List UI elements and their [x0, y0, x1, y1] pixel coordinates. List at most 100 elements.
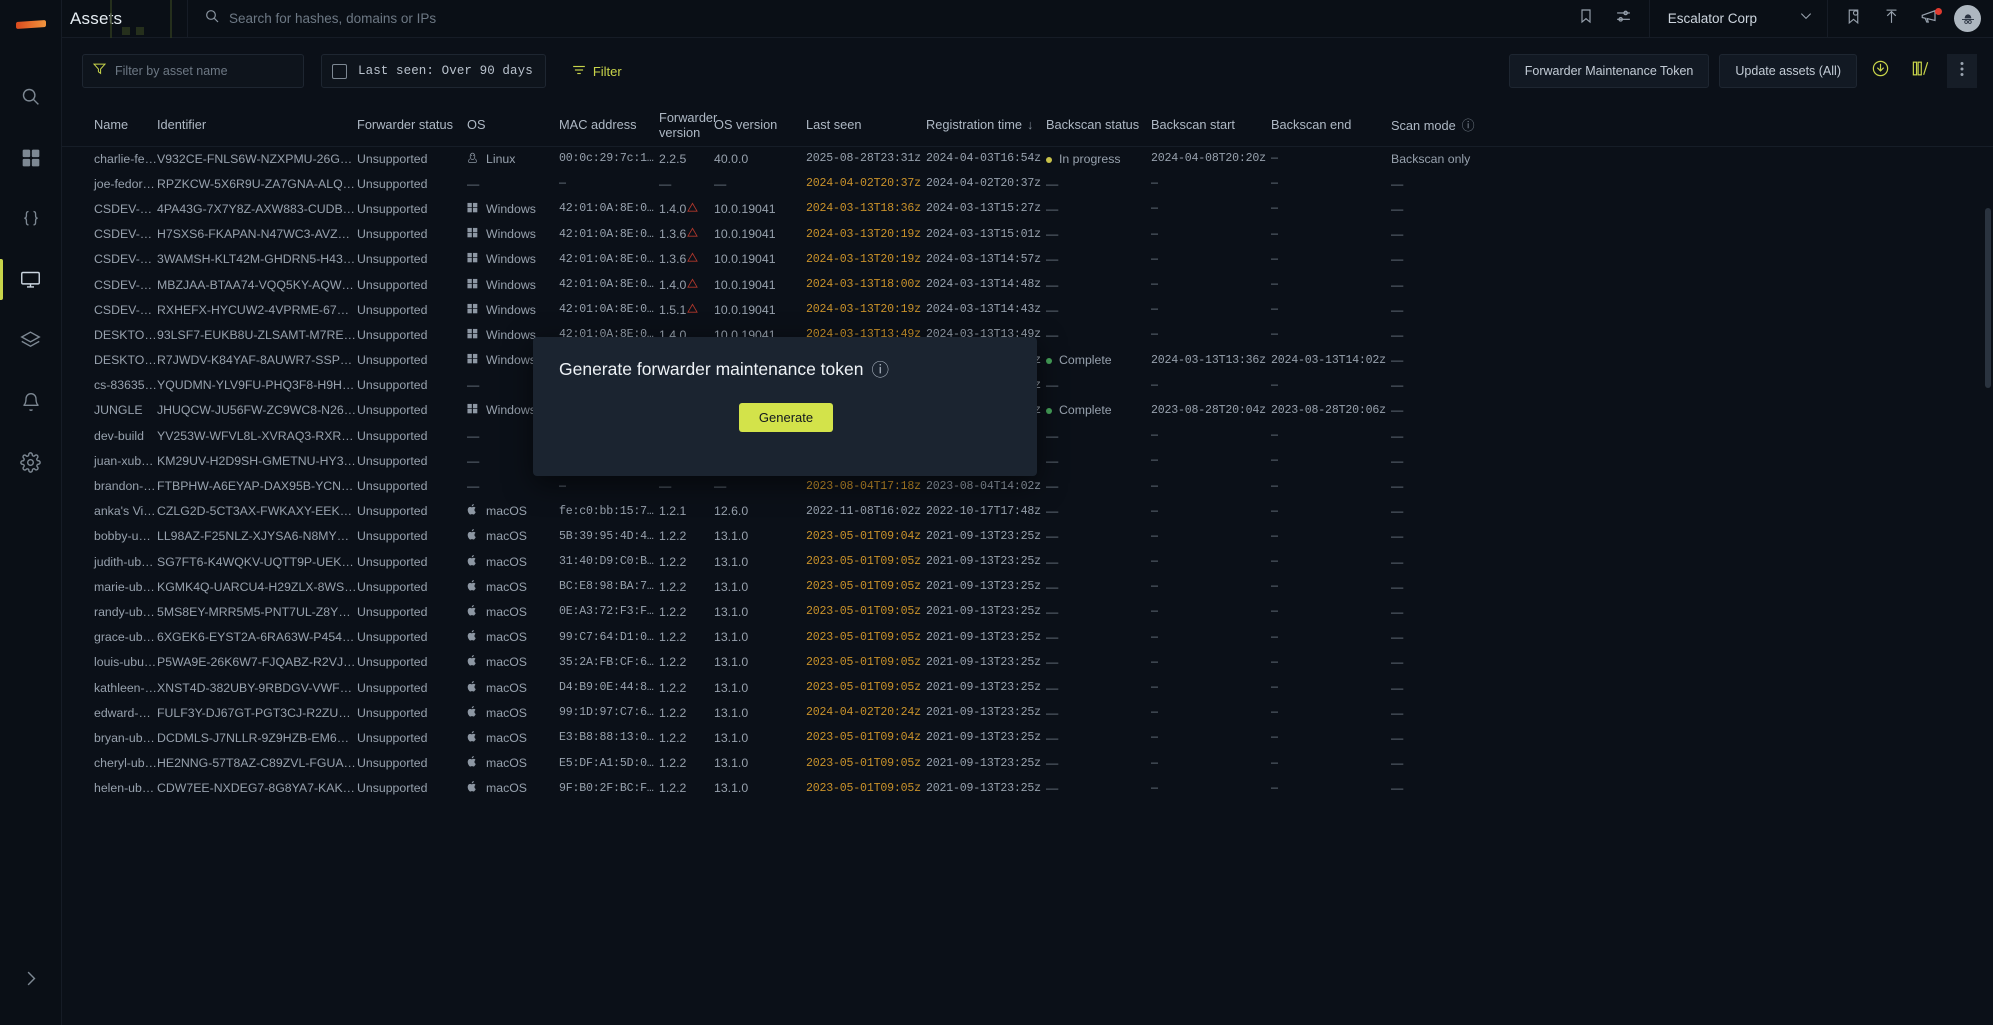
- col-header-backscan-start[interactable]: Backscan start: [1151, 104, 1271, 147]
- col-header-backscan-status[interactable]: Backscan status: [1046, 104, 1151, 147]
- saved-searches-button[interactable]: [1834, 0, 1872, 38]
- cell-name[interactable]: bobby-ubuntu: [94, 529, 157, 544]
- table-row[interactable]: JUNGLE JHUQCW-JU56FW-ZC9WC8-N2655HLNUnsup…: [62, 398, 1993, 423]
- table-row[interactable]: CSDEV-WEBINAR1RXHEFX-HYCUW2-4VPRME-67R5F…: [62, 297, 1993, 322]
- cell-name[interactable]: DESKTOP-SAFSI…: [94, 327, 157, 342]
- cell-name[interactable]: brandon-xubuntu: [94, 479, 157, 494]
- col-header-backscan-end[interactable]: Backscan end: [1271, 104, 1391, 147]
- last-seen-checkbox[interactable]: [332, 63, 347, 79]
- cell-name[interactable]: anka's Virtual Ma…: [94, 504, 157, 519]
- col-header-name[interactable]: Name: [62, 104, 157, 147]
- table-row[interactable]: edward-ubuntuFULF3Y-DJ67GT-PGT3CJ-R2ZU5B…: [62, 700, 1993, 725]
- warning-icon[interactable]: [686, 278, 698, 292]
- asset-name-filter[interactable]: [82, 54, 304, 88]
- table-row[interactable]: CSDEV-WEBINAR2MBZJAA-BTAA74-VQQ5KY-AQWZJ…: [62, 272, 1993, 297]
- cell-name[interactable]: marie-ubuntu: [94, 579, 157, 594]
- info-icon[interactable]: ⓘ: [1461, 118, 1475, 134]
- cell-name[interactable]: CSDEV-WEBINAR4: [94, 227, 157, 242]
- upload-button[interactable]: [1872, 0, 1910, 38]
- warning-icon[interactable]: [686, 252, 698, 266]
- cell-name[interactable]: bryan-ubuntu: [94, 730, 157, 745]
- update-assets-button[interactable]: Update assets (All): [1719, 54, 1857, 88]
- app-logo[interactable]: [0, 0, 62, 48]
- cell-name[interactable]: DESKTOP-SAFSI…: [94, 353, 157, 368]
- sidebar-item-alerts[interactable]: [0, 371, 62, 432]
- cell-name[interactable]: charlie-fedora: [94, 151, 157, 166]
- filter-button[interactable]: Filter: [572, 63, 622, 80]
- table-row[interactable]: marie-ubuntuKGMK4Q-UARCU4-H29ZLX-8WS9BMP…: [62, 574, 1993, 599]
- sidebar-item-rules[interactable]: [0, 188, 62, 249]
- table-row[interactable]: grace-ubuntu6XGEK6-EYST2A-6RA63W-P454XJA…: [62, 625, 1993, 650]
- columns-button[interactable]: [1903, 54, 1937, 88]
- global-search[interactable]: [188, 8, 748, 29]
- cell-name[interactable]: CSDEV-WEBINAR1: [94, 302, 157, 317]
- forwarder-maintenance-token-button[interactable]: Forwarder Maintenance Token: [1508, 54, 1710, 88]
- table-row[interactable]: CSDEV-WEBINAR54PA43G-7X7Y8Z-AXW883-CUDBP…: [62, 196, 1993, 221]
- sidebar-item-assets[interactable]: [0, 249, 62, 310]
- search-input[interactable]: [229, 11, 709, 26]
- cell-name[interactable]: louis-ubuntu: [94, 655, 157, 670]
- warning-icon[interactable]: [686, 202, 698, 216]
- download-button[interactable]: [1863, 54, 1897, 88]
- cell-name[interactable]: cheryl-ubuntu: [94, 756, 157, 771]
- cell-name[interactable]: juan-xubuntu: [94, 453, 157, 468]
- table-row[interactable]: DESKTOP-SAFSI…93LSF7-EUKB8U-ZLSAMT-M7REE…: [62, 322, 1993, 347]
- table-row[interactable]: randy-ubuntu5MS8EY-MRR5M5-PNT7UL-Z8YTFVF…: [62, 599, 1993, 624]
- asset-name-input[interactable]: [115, 64, 285, 78]
- table-row[interactable]: cheryl-ubuntuHE2NNG-57T8AZ-C89ZVL-FGUA8Z…: [62, 751, 1993, 776]
- bookmark-button[interactable]: [1567, 0, 1605, 38]
- table-row[interactable]: helen-ubuntuCDW7EE-NXDEG7-8G8YA7-KAKEAUX…: [62, 776, 1993, 801]
- sidebar-item-settings[interactable]: [0, 432, 62, 493]
- sidebar-item-search[interactable]: [0, 66, 62, 127]
- cell-name[interactable]: helen-ubuntu: [94, 781, 157, 796]
- cell-name[interactable]: CSDEV-WEBINAR2: [94, 277, 157, 292]
- vertical-scrollbar[interactable]: [1985, 208, 1991, 388]
- cell-name[interactable]: kathleen-ubuntu: [94, 680, 157, 695]
- warning-icon[interactable]: [686, 227, 698, 241]
- table-row[interactable]: joe-fedora_41RPZKCW-5X6R9U-ZA7GNA-ALQRKS…: [62, 171, 1993, 196]
- col-header-registration-time[interactable]: Registration time ↓: [926, 104, 1046, 147]
- cell-name[interactable]: grace-ubuntu: [94, 630, 157, 645]
- last-seen-filter-chip[interactable]: Last seen: Over 90 days: [321, 54, 546, 88]
- table-row[interactable]: CSDEV-WEBINAR33WAMSH-KLT42M-GHDRN5-H43XM…: [62, 247, 1993, 272]
- cell-name[interactable]: CSDEV-WEBINAR3: [94, 252, 157, 267]
- table-row[interactable]: brandon-xubuntuFTBPHW-A6EYAP-DAX95B-YCNW…: [62, 473, 1993, 498]
- preferences-button[interactable]: [1605, 0, 1643, 38]
- cell-name[interactable]: edward-ubuntu: [94, 705, 157, 720]
- sidebar-expand-button[interactable]: [0, 948, 62, 1009]
- sidebar-item-dashboards[interactable]: [0, 127, 62, 188]
- col-header-identifier[interactable]: Identifier: [157, 104, 357, 147]
- announcements-button[interactable]: [1910, 0, 1948, 38]
- cell-name[interactable]: cs-83635272458…: [94, 378, 157, 393]
- table-row[interactable]: DESKTOP-SAFSI…R7JWDV-K84YAF-8AUWR7-SSPLZ…: [62, 348, 1993, 373]
- col-header-os-version[interactable]: OS version: [714, 104, 806, 147]
- col-header-os[interactable]: OS: [467, 104, 559, 147]
- table-row[interactable]: kathleen-ubuntuXNST4D-382UBY-9RBDGV-VWFL…: [62, 675, 1993, 700]
- cell-name[interactable]: JUNGLE: [94, 403, 143, 418]
- warning-icon[interactable]: [686, 303, 698, 317]
- table-row[interactable]: anka's Virtual Ma…CZLG2D-5CT3AX-FWKAXY-E…: [62, 499, 1993, 524]
- cell-name[interactable]: joe-fedora_41: [94, 176, 157, 191]
- cell-name[interactable]: CSDEV-WEBINAR5: [94, 201, 157, 216]
- generate-button[interactable]: Generate: [739, 403, 833, 432]
- table-row[interactable]: bryan-ubuntuDCDMLS-J7NLLR-9Z9HZB-EM6WKXD…: [62, 725, 1993, 750]
- cell-name[interactable]: randy-ubuntu: [94, 604, 157, 619]
- cell-name[interactable]: dev-build: [94, 428, 144, 443]
- cell-name[interactable]: judith-ubuntu: [94, 554, 157, 569]
- col-header-last-seen[interactable]: Last seen: [806, 104, 926, 147]
- sidebar-item-data[interactable]: [0, 310, 62, 371]
- more-options-button[interactable]: [1947, 54, 1977, 88]
- table-row[interactable]: CSDEV-WEBINAR4H7SXS6-FKAPAN-N47WC3-AVZPD…: [62, 222, 1993, 247]
- table-row[interactable]: judith-ubuntuSG7FT6-K4WQKV-UQTT9P-UEKYFE…: [62, 549, 1993, 574]
- col-header-forwarder-version[interactable]: Forwarder version: [659, 104, 717, 147]
- assets-table-container[interactable]: Name Identifier Forwarder status OS MAC …: [62, 104, 1993, 1025]
- info-icon[interactable]: ⓘ: [871, 360, 889, 380]
- col-header-forwarder-status[interactable]: Forwarder status: [357, 104, 467, 147]
- table-row[interactable]: bobby-ubuntuLL98AZ-F25NLZ-XJYSA6-N8MYV3N…: [62, 524, 1993, 549]
- col-header-mac-address[interactable]: MAC address: [559, 104, 659, 147]
- avatar[interactable]: [1954, 5, 1981, 32]
- table-row[interactable]: louis-ubuntu P5WA9E-26K6W7-FJQABZ-R2VJSBY…: [62, 650, 1993, 675]
- col-header-scan-mode[interactable]: Scan mode ⓘ: [1391, 104, 1993, 147]
- table-row[interactable]: charlie-fedoraV932CE-FNLS6W-NZXPMU-26GM3…: [62, 146, 1993, 171]
- org-selector[interactable]: Escalator Corp: [1648, 0, 1828, 38]
